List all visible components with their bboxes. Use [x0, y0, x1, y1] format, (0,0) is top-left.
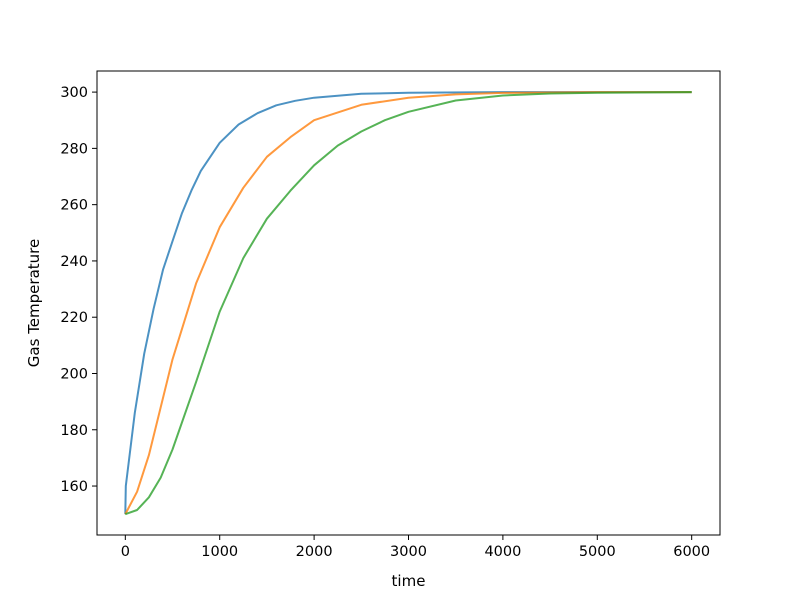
y-tick-label: 180	[60, 423, 88, 439]
series-line-3	[124, 91, 692, 516]
y-tick-label: 160	[60, 479, 88, 495]
x-tick-label: 2000	[296, 544, 333, 560]
x-axis-label: time	[392, 572, 426, 590]
y-axis: 160 180 200 220 240 260 280 300	[60, 85, 97, 495]
y-tick-label: 260	[60, 198, 88, 214]
x-tick-label: 3000	[390, 544, 427, 560]
x-tick-label: 1000	[201, 544, 238, 560]
x-tick-label: 5000	[579, 544, 616, 560]
x-tick-label: 6000	[673, 544, 710, 560]
y-tick-label: 220	[60, 310, 88, 326]
x-axis: 0 1000 2000 3000 4000 5000 6000	[121, 535, 710, 560]
x-tick-label: 4000	[484, 544, 521, 560]
series-line-2	[124, 91, 692, 515]
series-line-1	[124, 91, 692, 515]
y-tick-label: 300	[60, 85, 88, 101]
x-tick-label: 0	[121, 544, 130, 560]
y-tick-label: 200	[60, 366, 88, 382]
y-tick-label: 280	[60, 141, 88, 157]
series-layer	[124, 91, 692, 516]
y-axis-label: Gas Temperature	[25, 239, 43, 367]
y-tick-label: 240	[60, 254, 88, 270]
